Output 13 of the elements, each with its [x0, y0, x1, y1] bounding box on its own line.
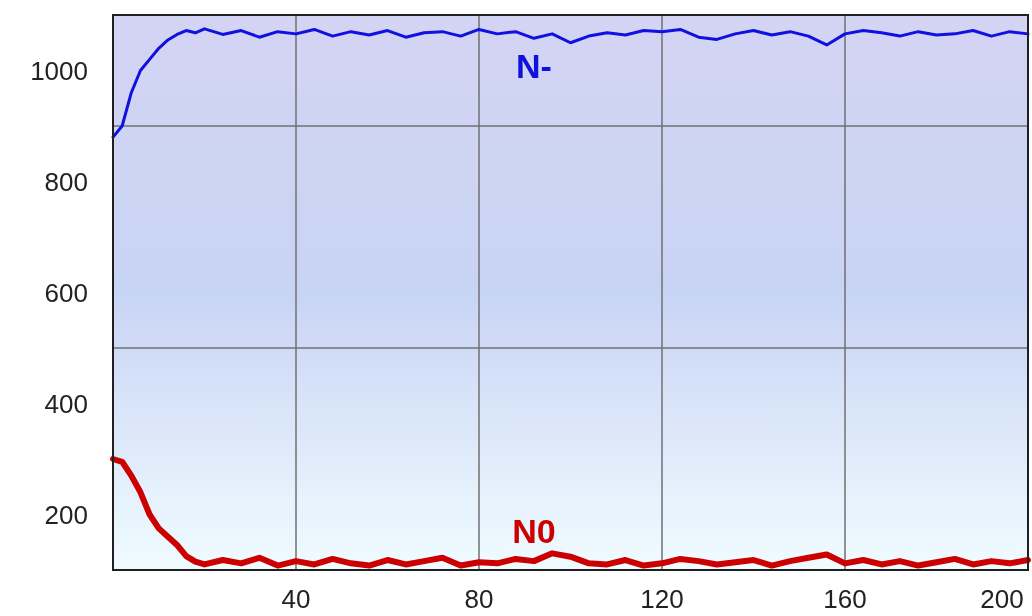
y-tick-label: 600	[44, 277, 88, 308]
x-tick-label: 120	[640, 584, 684, 614]
y-tick-label: 400	[44, 388, 88, 419]
y-tick-label: 1000	[30, 55, 88, 86]
line-series	[111, 27, 1030, 139]
y-tick-label: 200	[44, 499, 88, 530]
y-tick-label: 800	[44, 166, 88, 197]
x-tick-label: 40	[281, 584, 311, 614]
x-tick-label: 160	[823, 584, 867, 614]
series-label: N-	[515, 47, 552, 86]
x-tick-label: 200	[980, 584, 1024, 614]
x-tick-label: 80	[464, 584, 494, 614]
series-label: N0	[512, 512, 556, 551]
